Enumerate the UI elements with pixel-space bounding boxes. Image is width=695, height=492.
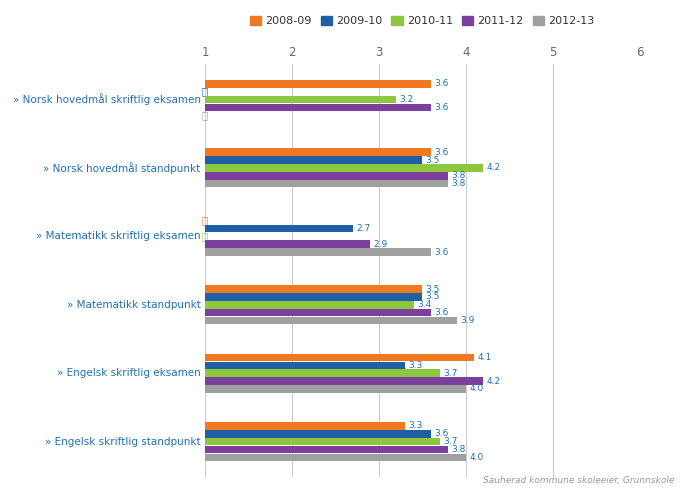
Text: 4.0: 4.0 <box>469 384 484 394</box>
Bar <box>205 309 431 316</box>
Text: » Norsk hovedmål standpunkt: » Norsk hovedmål standpunkt <box>43 162 201 174</box>
Bar <box>205 377 483 385</box>
Text: ⓘ: ⓘ <box>202 215 208 226</box>
Text: 4.0: 4.0 <box>469 453 484 462</box>
Text: 3.8: 3.8 <box>452 445 466 454</box>
Bar <box>205 164 483 172</box>
Text: 4.2: 4.2 <box>486 376 500 386</box>
Bar <box>205 80 431 88</box>
Text: 3.6: 3.6 <box>434 79 449 88</box>
Text: » Matematikk standpunkt: » Matematikk standpunkt <box>67 300 201 310</box>
Bar <box>205 241 370 248</box>
Bar <box>205 317 457 324</box>
Text: 2.7: 2.7 <box>357 224 370 233</box>
Text: ⓘ: ⓘ <box>202 110 208 120</box>
Text: » Norsk hovedmål skriftlig eksamen: » Norsk hovedmål skriftlig eksamen <box>13 93 201 105</box>
Text: Sauherad kommune skoleeier, Grunnskole: Sauherad kommune skoleeier, Grunnskole <box>483 476 674 485</box>
Bar <box>205 385 466 393</box>
Bar <box>205 172 448 180</box>
Bar <box>205 438 439 445</box>
Text: 3.5: 3.5 <box>425 155 440 165</box>
Bar <box>205 446 448 453</box>
Text: 4.1: 4.1 <box>477 353 492 362</box>
Text: 4.2: 4.2 <box>486 163 500 173</box>
Bar <box>205 96 396 103</box>
Text: ⓘ: ⓘ <box>202 87 208 96</box>
Text: 3.3: 3.3 <box>408 422 423 430</box>
Bar <box>205 430 431 437</box>
Text: 3.7: 3.7 <box>443 437 457 446</box>
Bar <box>205 293 422 301</box>
Bar <box>205 285 422 293</box>
Bar <box>205 354 474 361</box>
Text: 2.9: 2.9 <box>374 240 388 249</box>
Text: » Engelsk skriftlig eksamen: » Engelsk skriftlig eksamen <box>57 368 201 378</box>
Text: 3.7: 3.7 <box>443 369 457 378</box>
Text: 3.8: 3.8 <box>452 171 466 181</box>
Bar <box>205 422 404 430</box>
Bar <box>205 369 439 377</box>
Text: 3.2: 3.2 <box>400 95 414 104</box>
Bar <box>205 225 352 232</box>
Text: 3.6: 3.6 <box>434 103 449 112</box>
Text: ⓘ: ⓘ <box>202 231 208 242</box>
Text: 3.8: 3.8 <box>452 179 466 188</box>
Text: 3.3: 3.3 <box>408 361 423 370</box>
Text: 3.5: 3.5 <box>425 292 440 302</box>
Bar <box>205 362 404 369</box>
Text: » Engelsk skriftlig standpunkt: » Engelsk skriftlig standpunkt <box>45 437 201 447</box>
Bar <box>205 180 448 187</box>
Text: 3.6: 3.6 <box>434 430 449 438</box>
Text: 3.6: 3.6 <box>434 148 449 157</box>
Text: » Matematikk skriftlig eksamen: » Matematikk skriftlig eksamen <box>36 231 201 242</box>
Text: 3.5: 3.5 <box>425 284 440 294</box>
Bar <box>205 104 431 111</box>
Bar <box>205 149 431 156</box>
Bar <box>205 248 431 256</box>
Legend: 2008-09, 2009-10, 2010-11, 2011-12, 2012-13: 2008-09, 2009-10, 2010-11, 2011-12, 2012… <box>245 12 599 31</box>
Bar <box>205 454 466 461</box>
Bar <box>205 301 414 308</box>
Text: 3.4: 3.4 <box>417 300 432 309</box>
Text: 3.9: 3.9 <box>460 316 475 325</box>
Bar <box>205 156 422 164</box>
Text: 3.6: 3.6 <box>434 247 449 257</box>
Text: 3.6: 3.6 <box>434 308 449 317</box>
